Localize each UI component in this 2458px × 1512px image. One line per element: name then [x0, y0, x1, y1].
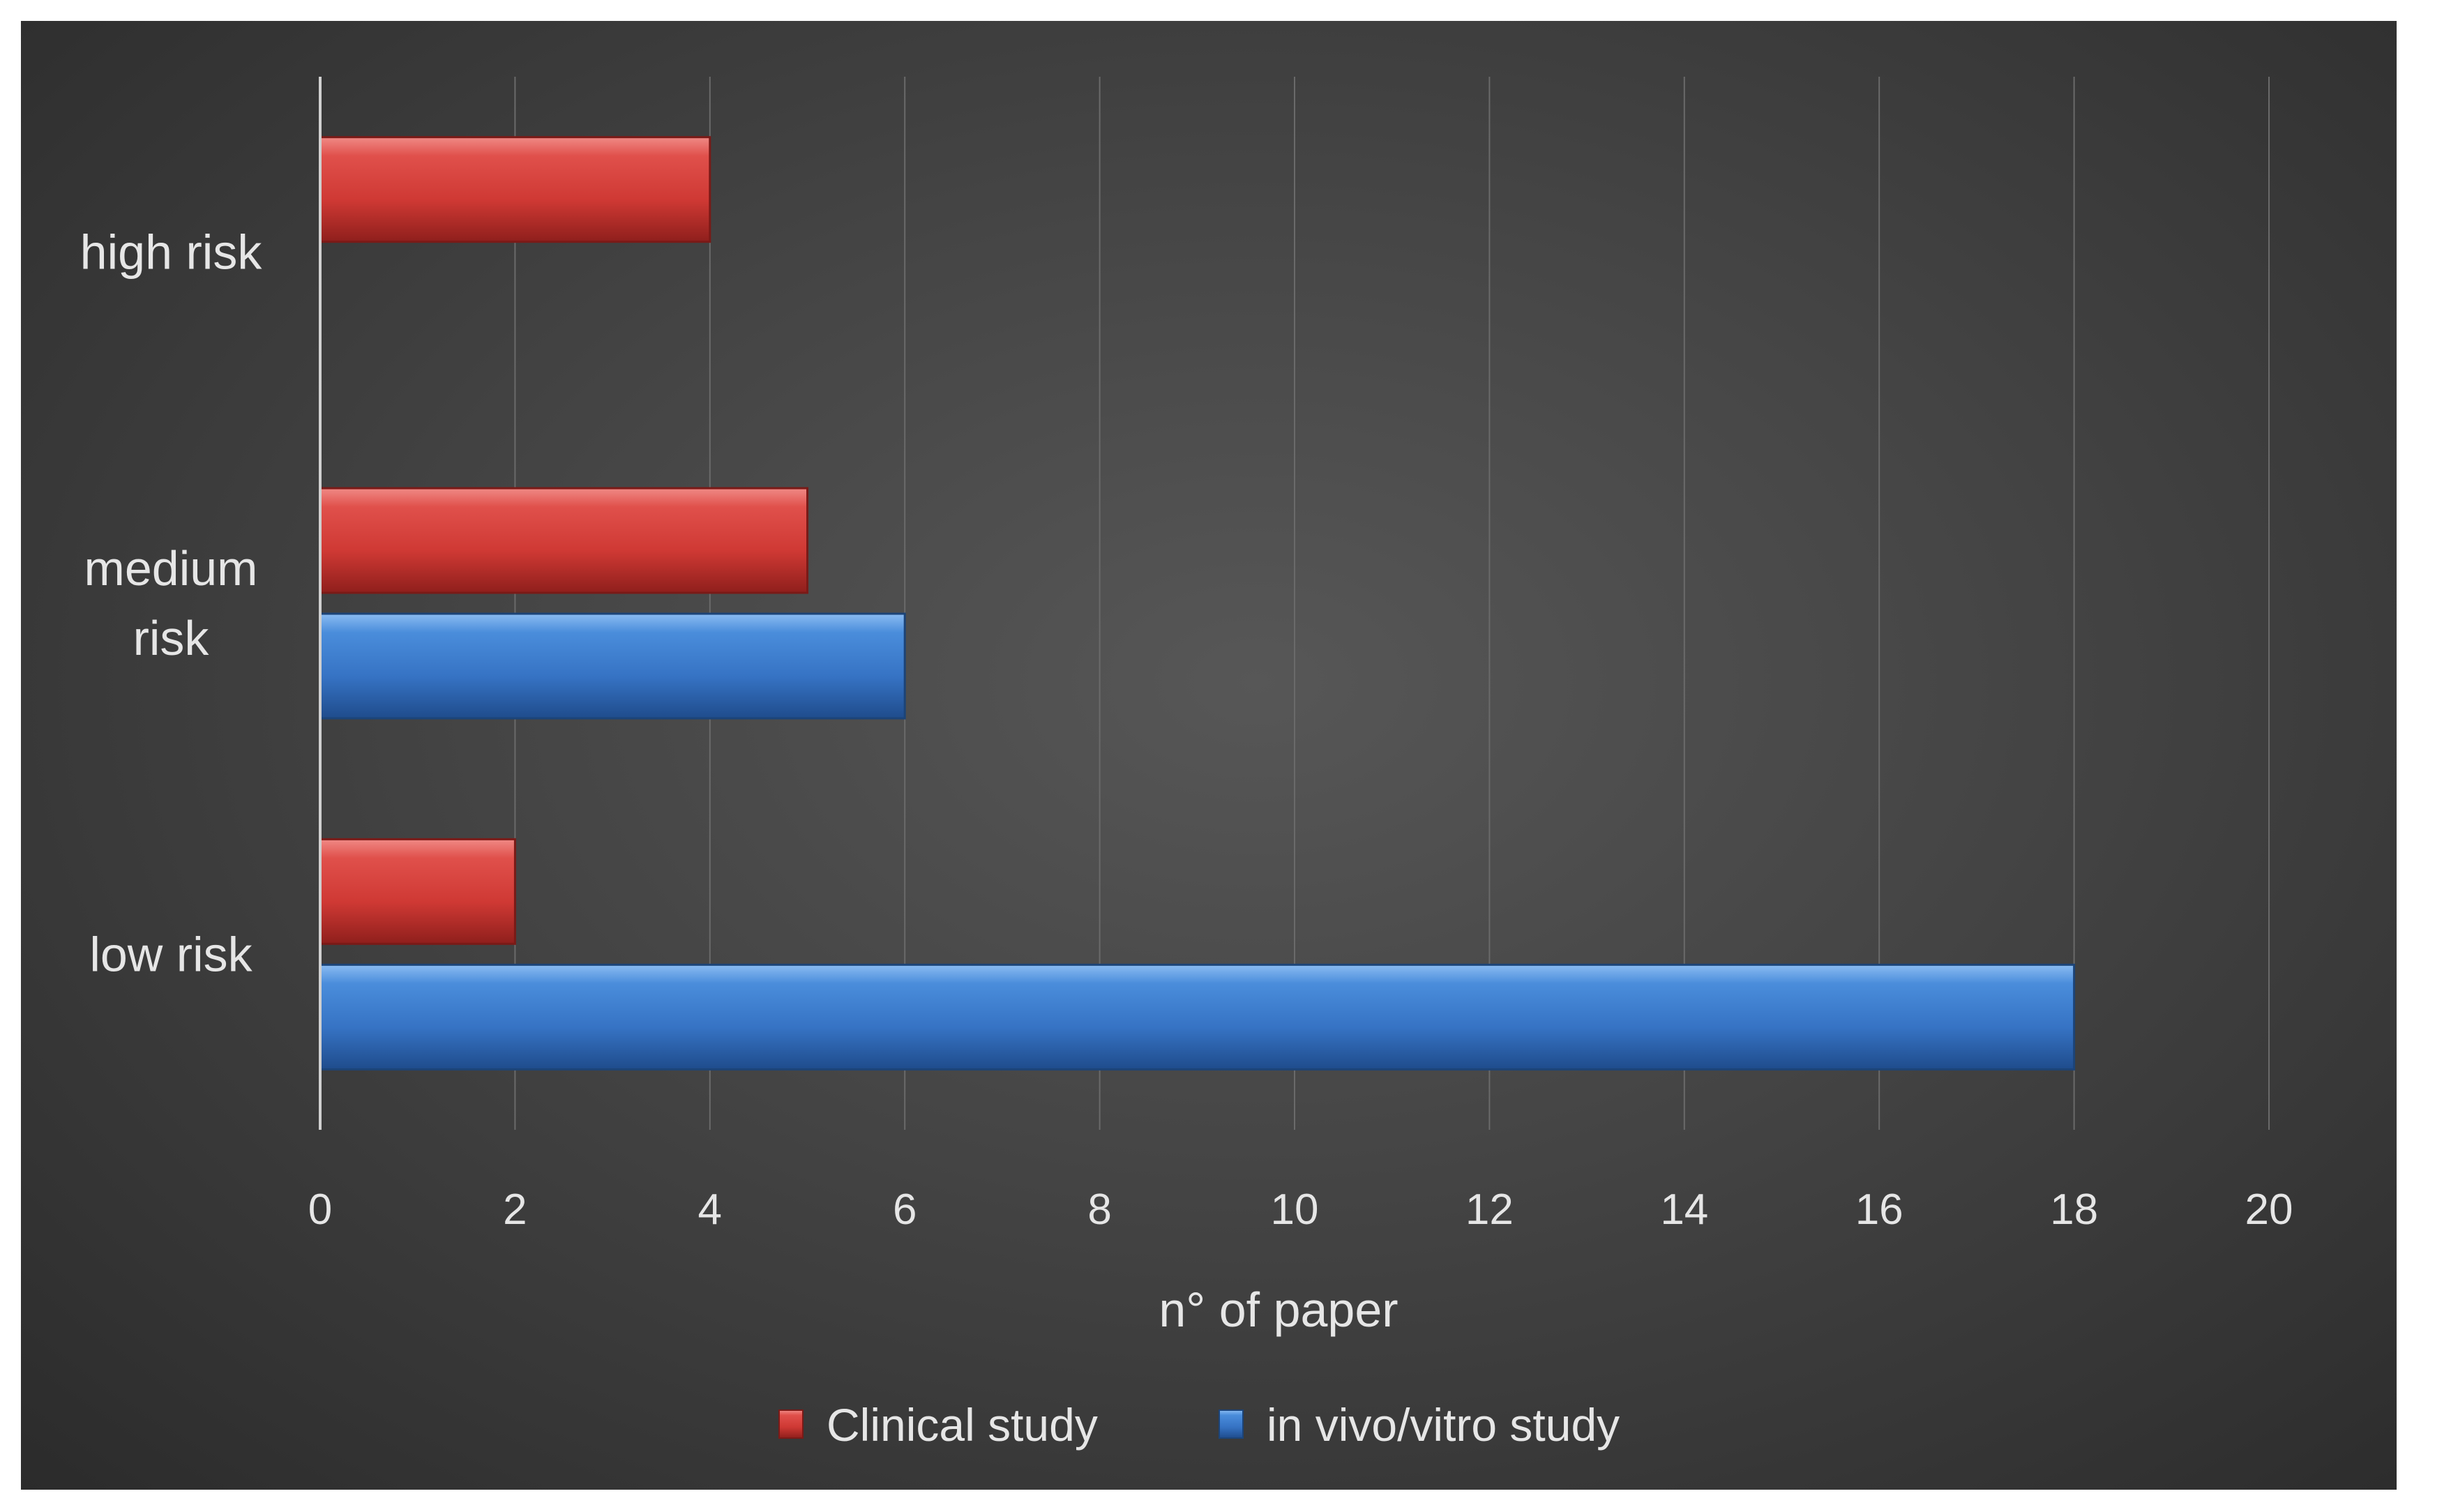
category-label: medium risk [84, 541, 258, 665]
x-tick-label: 6 [893, 1186, 917, 1234]
bar-clinical-high-risk [319, 136, 711, 243]
x-tick-label: 18 [2050, 1186, 2098, 1234]
gridlines [514, 77, 2270, 1130]
x-tick-label: 12 [1465, 1186, 1514, 1234]
x-axis-title: n° of paper [1159, 1283, 1398, 1337]
x-tick-label: 8 [1087, 1186, 1111, 1234]
bar-clinical-low-risk [319, 838, 516, 945]
bar-invivo-low-risk [319, 963, 2076, 1071]
legend-swatch [778, 1409, 804, 1439]
x-tick-label: 16 [1855, 1186, 1903, 1234]
x-tick-label: 4 [698, 1186, 722, 1234]
bar-invivo-medium-risk [319, 612, 906, 720]
x-tick-label: 14 [1660, 1186, 1708, 1234]
legend-label: Clinical study [827, 1399, 1098, 1451]
legend-label: in vivo/vitro study [1267, 1399, 1620, 1451]
category-label: low risk [89, 927, 252, 981]
category-label: high risk [80, 225, 263, 280]
legend-swatch [1219, 1409, 1244, 1439]
x-tick-labels: 0 2 4 6 8 10 12 14 16 18 20 [308, 1186, 2293, 1234]
x-tick-label: 10 [1271, 1186, 1319, 1234]
category-labels: high risk medium risk low risk [80, 225, 263, 982]
x-tick-label: 20 [2245, 1186, 2293, 1234]
x-tick-label: 0 [308, 1186, 332, 1234]
chart-background [21, 21, 2397, 1490]
x-tick-label: 2 [503, 1186, 527, 1234]
legend: Clinical study in vivo/vitro study [778, 1399, 1620, 1451]
bars [319, 136, 2076, 1071]
bar-clinical-medium-risk [319, 487, 808, 594]
